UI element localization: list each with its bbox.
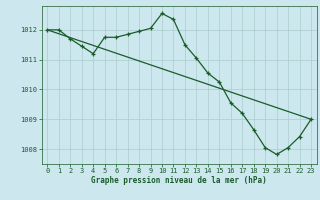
X-axis label: Graphe pression niveau de la mer (hPa): Graphe pression niveau de la mer (hPa) <box>91 176 267 185</box>
